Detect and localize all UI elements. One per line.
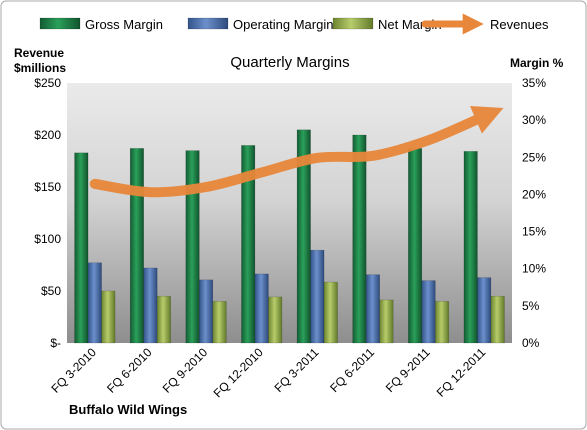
legend-label: Gross Margin (85, 17, 163, 32)
legend: Gross Margin Operating Margin Net Margin Re… (39, 13, 549, 35)
y-left-tick-label: $50 (41, 284, 61, 298)
bar-net-margin (435, 301, 450, 344)
y-right-tick-label: 15% (522, 225, 546, 239)
legend-label: Revenues (490, 17, 549, 32)
legend-swatch (39, 17, 81, 30)
revenue-line-group (89, 106, 504, 198)
bar-net-margin (379, 299, 394, 344)
y-axis-right-label: Margin % (510, 56, 564, 70)
bar-net-margin (323, 281, 338, 344)
company-name: Buffalo Wild Wings (69, 402, 187, 417)
bar-net-margin (212, 301, 227, 344)
bar-operating-margin (477, 277, 492, 344)
bar-gross-margin (129, 148, 144, 344)
bar-operating-margin (310, 249, 325, 344)
chart-title: Quarterly Margins (230, 54, 349, 71)
y-right-tick-label: 0% (522, 336, 540, 350)
bar-net-margin (101, 290, 116, 344)
y-right-tick-label: 25% (522, 150, 546, 164)
bar-net-margin (156, 295, 171, 344)
y-right-tick-label: 20% (522, 187, 546, 201)
y-left-tick-label: $- (50, 336, 61, 350)
y-left-tick-label: $100 (34, 232, 61, 246)
bar-gross-margin (296, 129, 311, 344)
y-left-tick-label: $250 (34, 76, 61, 90)
bar-gross-margin (352, 134, 367, 344)
bar-gross-margin (463, 151, 478, 344)
bar-net-margin (490, 295, 505, 344)
y-right-tick-label: 10% (522, 262, 546, 276)
bar-net-margin (268, 296, 283, 344)
y-right-tick-label: 30% (522, 113, 546, 127)
bar-gross-margin (241, 145, 256, 344)
y-left-tick-label: $200 (34, 128, 61, 142)
bar-operating-margin (199, 279, 214, 344)
y-left-tick-label: $150 (34, 180, 61, 194)
bar-operating-margin (87, 262, 102, 344)
bar-operating-margin (254, 273, 269, 344)
y-right-tick-label: 35% (522, 76, 546, 90)
revenue-line (89, 106, 504, 198)
y-axis-left-label-line1: Revenue (14, 46, 64, 60)
bar-operating-margin (365, 274, 380, 344)
bar-gross-margin (185, 150, 200, 344)
y-axis-left-label-line2: $millions (14, 61, 66, 75)
legend-swatch (187, 17, 229, 30)
bar-gross-margin (74, 152, 89, 344)
y-right-tick-label: 5% (522, 299, 540, 313)
bar-operating-margin (143, 267, 158, 344)
bar-gross-margin (408, 148, 423, 344)
bars (74, 129, 505, 344)
legend-label: Operating Margin (233, 17, 333, 32)
legend-swatch (332, 17, 374, 30)
bar-operating-margin (421, 280, 436, 344)
